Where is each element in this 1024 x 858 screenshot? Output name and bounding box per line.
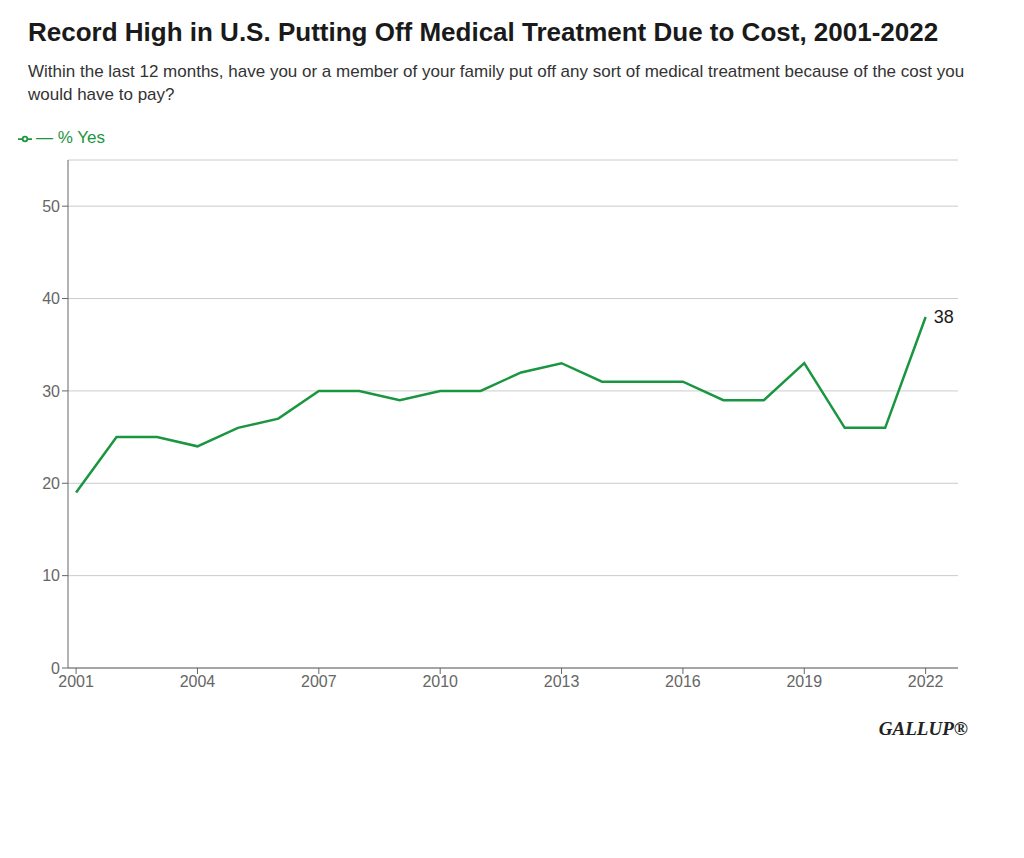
html-text:GALLUP®: GALLUP®: [878, 718, 968, 739]
svg-text:2001: 2001: [58, 673, 94, 690]
svg-text:40: 40: [42, 290, 60, 307]
html-text:— % Yes: — % Yes: [36, 128, 105, 147]
svg-text:10: 10: [42, 567, 60, 584]
svg-text:50: 50: [42, 198, 60, 215]
svg-text:2010: 2010: [422, 673, 458, 690]
svg-text:2007: 2007: [301, 673, 337, 690]
html-text:Within the last 12 months, hav: Within the last 12 months, have you or a…: [28, 62, 965, 104]
svg-text:2016: 2016: [665, 673, 701, 690]
svg-text:2013: 2013: [544, 673, 580, 690]
svg-text:30: 30: [42, 383, 60, 400]
svg-text:2019: 2019: [786, 673, 822, 690]
html-text:Record High in U.S. Putting Of: Record High in U.S. Putting Off Medical …: [28, 17, 939, 47]
svg-text:0: 0: [51, 660, 60, 677]
svg-text:2022: 2022: [908, 673, 944, 690]
svg-text:38: 38: [934, 307, 954, 327]
svg-text:20: 20: [42, 475, 60, 492]
svg-text:2004: 2004: [180, 673, 216, 690]
